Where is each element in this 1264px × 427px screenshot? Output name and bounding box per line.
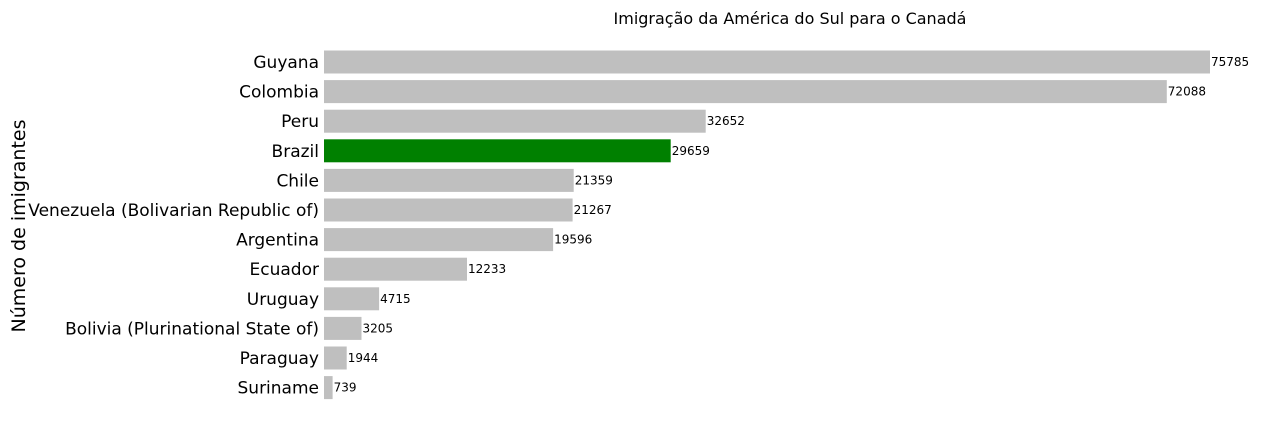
tick-label-suriname: Suriname	[238, 379, 320, 399]
data-labels: 75785 72088 32652 29659 21359 21267 19596 12233…	[334, 55, 1250, 395]
tick-label-paraguay: Paraguay	[240, 349, 319, 369]
bar-guyana	[324, 50, 1210, 74]
data-label-uruguay: 4715	[380, 292, 411, 306]
tick-label-chile: Chile	[276, 171, 319, 191]
chart-title: Imigração da América do Sul para o Canad…	[614, 9, 967, 28]
bar-bolivia-plurinational-state-of	[324, 316, 362, 340]
tick-label-colombia: Colombia	[239, 83, 319, 103]
data-label-ecuador: 12233	[468, 262, 506, 276]
y-axis-label: Número de imigrantes	[8, 120, 30, 333]
data-label-bolivia-plurinational-state-of: 3205	[363, 321, 394, 335]
tick-label-ecuador: Ecuador	[250, 260, 319, 280]
bar-ecuador	[324, 257, 467, 281]
tick-label-venezuela-bolivarian-republic-of: Venezuela (Bolivarian Republic of)	[28, 201, 319, 221]
tick-label-argentina: Argentina	[236, 231, 319, 251]
tick-label-peru: Peru	[281, 112, 319, 132]
data-label-argentina: 19596	[554, 233, 592, 247]
data-label-suriname: 739	[334, 381, 357, 395]
bar-argentina	[324, 228, 554, 252]
bars-group	[324, 50, 1210, 400]
bar-chile	[324, 168, 574, 192]
tick-label-bolivia-plurinational-state-of: Bolivia (Plurinational State of)	[65, 319, 319, 339]
bar-venezuela-bolivarian-republic-of	[324, 198, 573, 222]
bar-paraguay	[324, 346, 347, 370]
bar-uruguay	[324, 287, 380, 311]
bar-brazil	[324, 139, 671, 163]
bar-colombia	[324, 80, 1167, 104]
tick-label-brazil: Brazil	[272, 142, 319, 162]
data-label-guyana: 75785	[1211, 55, 1249, 69]
data-label-paraguay: 1944	[348, 351, 379, 365]
tick-label-uruguay: Uruguay	[247, 290, 319, 310]
data-label-peru: 32652	[707, 114, 745, 128]
data-label-venezuela-bolivarian-republic-of: 21267	[574, 203, 612, 217]
data-label-brazil: 29659	[672, 144, 710, 158]
bar-suriname	[324, 376, 333, 400]
data-label-chile: 21359	[575, 173, 613, 187]
bar-peru	[324, 109, 706, 133]
data-label-colombia: 72088	[1168, 85, 1206, 99]
tick-label-guyana: Guyana	[253, 53, 319, 73]
category-tick-labels: Guyana Colombia Peru Brazil Chile Venezuela (…	[28, 53, 319, 399]
